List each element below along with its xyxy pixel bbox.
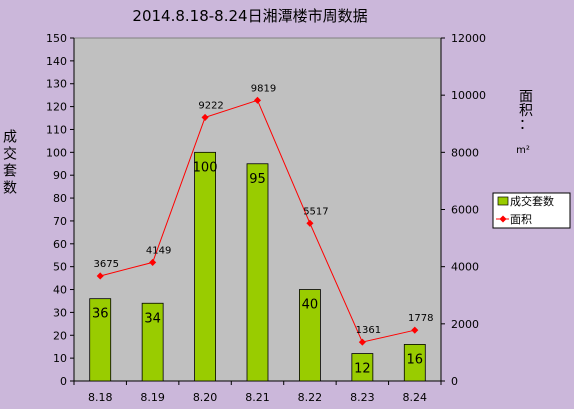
y-tick-left-label: 60 [53,238,67,251]
line-value-label: 1778 [408,313,433,324]
legend-label-bar: 成交套数 [510,194,554,208]
bar-value-label: 100 [193,160,218,175]
line-point [358,338,366,346]
y-axis-right-unit: m² [516,145,530,156]
y-axis-title: 成交套数 [3,130,17,197]
bar-value-label: 16 [407,352,424,367]
bar-value-label: 36 [92,307,109,322]
line-series: 3675 4149 9222 9819 5517 1361 1778 [93,83,434,346]
y-tick-right-label: 6000 [451,204,479,217]
line-value-label: 9222 [198,100,223,111]
x-tick-label: 8.23 [350,391,375,404]
y-tick-right-label: 4000 [451,261,479,274]
line-value-label: 4149 [146,245,171,256]
line-point [149,258,157,266]
line-point [411,326,419,334]
y-tick-left-label: 0 [60,375,67,388]
y-tick-right-label: 10000 [451,89,486,102]
y-tick-left-label: 140 [46,55,67,68]
y-tick-left-label: 110 [46,123,67,136]
y-tick-right-label: 0 [451,375,458,388]
line-value-label: 1361 [356,325,381,336]
line-value-label: 3675 [93,259,118,270]
svg-text:面积：: 面积： [519,89,533,133]
line-point [253,96,262,104]
y-tick-left-label: 120 [46,101,67,114]
line-point [96,272,104,280]
legend-line-marker [499,215,507,223]
bar [194,151,216,382]
line-value-label: 5517 [303,206,328,217]
line-value-label: 9819 [251,83,276,94]
y-tick-left-label: 100 [46,146,67,159]
bar-value-label: 40 [302,298,319,313]
x-tick-label: 8.20 [193,391,218,404]
legend-bar-swatch [497,196,509,206]
bar-value-label: 12 [354,362,371,377]
y-tick-left-label: 50 [53,261,67,274]
y-tick-right-label: 2000 [451,318,479,331]
bar [351,353,374,382]
y-tick-right-label: 12000 [451,32,486,45]
y-tick-left-label: 40 [53,284,67,297]
bar-series: 36 34 100 95 40 12 16 [89,151,426,382]
y-tick-left-label: 150 [46,32,67,45]
bar [403,344,426,382]
y-axis-left: 0 10 20 30 40 50 60 70 80 90 100 110 120 130 140 150 [46,32,75,388]
bar [141,302,164,382]
y-tick-left-label: 90 [53,169,67,182]
chart-title: 2014.8.18-8.24日湘潭楼市周数据 [132,7,367,25]
line-point [306,219,314,227]
bar-value-label: 34 [144,311,161,326]
x-tick-label: 8.24 [403,391,428,404]
x-tick-label: 8.21 [245,391,270,404]
bar-value-label: 95 [249,172,266,187]
legend: 成交套数 面积 [492,192,571,229]
y-axis-right: 0 2000 4000 6000 8000 10000 12000 [440,32,486,388]
y-tick-left-label: 20 [53,329,67,342]
y-tick-left-label: 10 [53,352,67,365]
bar [89,298,112,382]
y-tick-left-label: 80 [53,192,67,205]
bar [299,289,321,382]
x-tick-label: 8.19 [140,391,165,404]
x-tick-label: 8.18 [88,391,113,404]
y-axis-right-title: 面积： [519,89,533,133]
legend-label-line: 面积 [510,213,532,226]
line-point [201,113,209,121]
x-axis: 8.18 8.19 8.20 8.21 8.22 8.23 8.24 [73,380,442,404]
y-tick-left-label: 130 [46,78,67,91]
x-tick-label: 8.22 [298,391,323,404]
svg-text:成交套数: 成交套数 [3,130,17,197]
y-tick-right-label: 8000 [451,146,479,159]
bar [246,163,269,382]
y-tick-left-label: 70 [53,215,67,228]
y-tick-left-label: 30 [53,306,67,319]
